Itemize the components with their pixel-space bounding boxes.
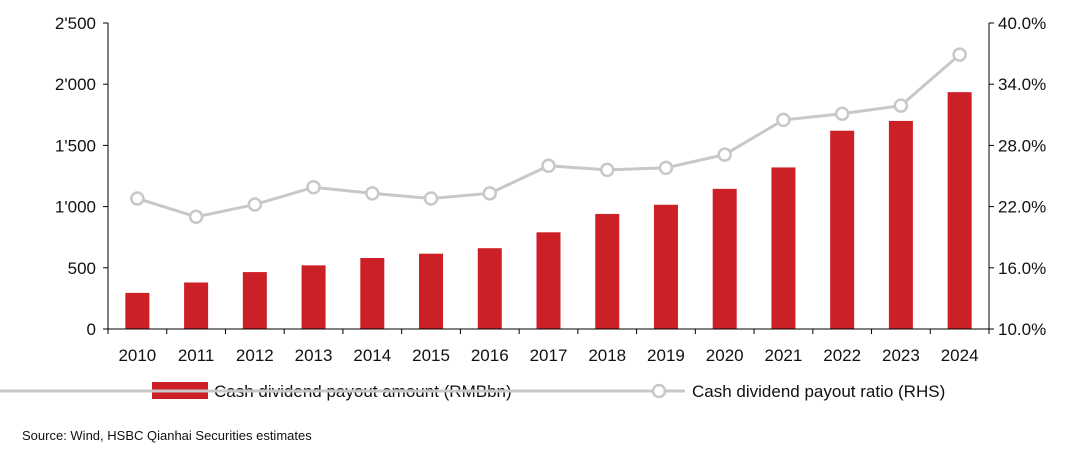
x-tick-label: 2013	[295, 346, 333, 365]
legend-line-marker	[651, 383, 667, 399]
ratio-point-2015	[423, 191, 439, 206]
left-tick-label: 500	[68, 259, 96, 278]
x-tick-label: 2016	[471, 346, 509, 365]
axes: 0 500 1'000 1'500 2'000 2'500 10.0% 16.0% 22.0% 2…	[55, 14, 1046, 365]
x-tick-label: 2012	[236, 346, 274, 365]
ratio-point-2020	[717, 147, 732, 162]
ratio-point-2022	[834, 106, 850, 122]
x-tick-label: 2023	[882, 346, 920, 365]
bar-2015	[419, 253, 444, 329]
bar-2016	[477, 248, 502, 329]
ratio-point-2017	[541, 158, 556, 174]
source-note: Source: Wind, HSBC Qianhai Securities es…	[22, 428, 312, 443]
x-tick-label: 2018	[588, 346, 626, 365]
right-tick-label: 10.0%	[998, 320, 1046, 339]
ratio-point-2019	[658, 160, 674, 176]
bar-2012	[242, 272, 267, 329]
ratio-point-2024	[952, 47, 967, 62]
x-tick-label: 2019	[647, 346, 685, 365]
ratio-point-2011	[188, 209, 204, 225]
x-tick-label: 2011	[178, 346, 215, 365]
left-tick-label: 1'000	[55, 198, 96, 217]
bar-2022	[830, 130, 855, 329]
ratio-point-2021	[776, 112, 791, 128]
x-tick-label: 2020	[706, 346, 744, 365]
x-tick-label: 2022	[823, 346, 861, 365]
x-tick-label: 2010	[118, 346, 156, 365]
bar-series	[125, 92, 972, 329]
ratio-point-2013	[306, 179, 321, 195]
bar-2017	[536, 232, 561, 329]
left-tick-label: 2'500	[55, 14, 96, 33]
right-tick-label: 40.0%	[998, 14, 1046, 33]
bar-2013	[301, 265, 326, 329]
left-tick-label: 1'500	[55, 136, 96, 155]
bar-2024	[947, 92, 972, 329]
bar-2014	[360, 258, 385, 329]
bar-2020	[712, 188, 737, 329]
x-tick-label: 2021	[765, 346, 803, 365]
left-tick-label: 0	[87, 320, 96, 339]
right-tick-label: 34.0%	[998, 75, 1046, 94]
ratio-point-2014	[365, 186, 380, 201]
right-tick-label: 28.0%	[998, 136, 1046, 155]
ratio-point-2010	[130, 191, 145, 206]
bar-2019	[653, 204, 678, 329]
right-tick-label: 16.0%	[998, 259, 1046, 278]
left-tick-label: 2'000	[55, 75, 96, 94]
bar-2010	[125, 292, 150, 329]
ratio-point-2012	[247, 197, 263, 212]
bar-2021	[771, 167, 796, 329]
line-series	[130, 47, 967, 225]
ratio-point-2016	[482, 186, 498, 201]
x-tick-label: 2014	[353, 346, 391, 365]
legend: Cash dividend payout amount (RMBbn) Cash…	[0, 382, 945, 401]
bar-2011	[184, 282, 209, 329]
right-tick-label: 22.0%	[998, 198, 1046, 217]
bar-2018	[595, 213, 620, 329]
x-tick-label: 2015	[412, 346, 450, 365]
x-tick-label: 2017	[530, 346, 568, 365]
bar-2023	[888, 120, 913, 329]
legend-line-label: Cash dividend payout ratio (RHS)	[692, 382, 945, 401]
ratio-point-2023	[893, 98, 909, 113]
ratio-point-2018	[599, 162, 615, 178]
x-tick-label: 2024	[941, 346, 979, 365]
